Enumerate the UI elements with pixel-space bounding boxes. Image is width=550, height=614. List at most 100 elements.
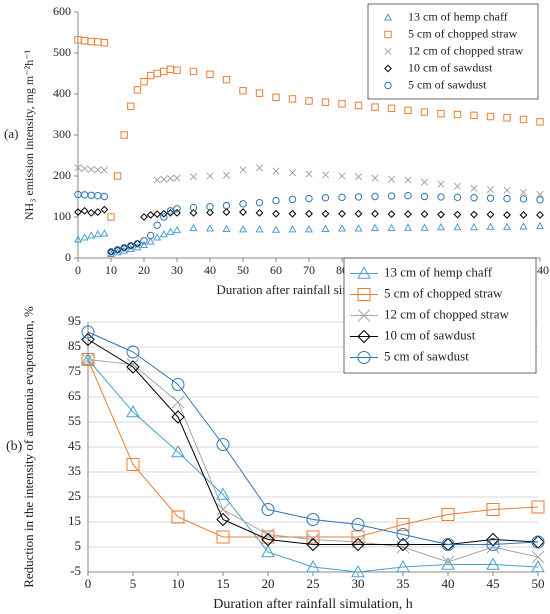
marker [272,196,280,205]
x-tick-label: 70 [303,263,315,277]
marker [93,229,102,238]
marker [173,205,181,213]
marker [370,223,380,232]
x-tick-label: 60 [270,263,282,277]
marker [255,198,264,207]
marker [371,174,379,182]
marker [100,229,109,237]
marker [189,203,198,212]
marker [120,131,128,139]
x-tick-label: 35 [397,576,410,591]
marker [140,237,148,245]
marker [222,208,231,216]
marker [354,224,363,232]
marker [189,208,198,217]
marker [153,221,161,229]
marker [173,66,181,74]
marker [503,186,511,194]
marker [486,210,495,219]
marker [255,164,264,172]
marker [306,530,320,544]
legend-label: 13 cm of hemp chaff [384,264,493,279]
marker [159,209,168,218]
marker [519,188,528,196]
panel-label: (a) [4,126,18,141]
marker [126,360,140,374]
marker [387,175,396,183]
marker [153,69,161,78]
marker [153,210,162,219]
marker [288,225,297,233]
marker [173,208,181,217]
marker [306,533,320,546]
y-tick-label: 25 [68,488,81,503]
marker [216,487,230,500]
marker [420,210,429,219]
legend-label: 5 cm of sawdust [384,348,469,363]
marker [80,191,89,199]
marker [206,70,214,79]
marker [536,118,544,126]
x-tick-label: 50 [532,576,545,591]
marker [261,528,275,541]
marker [404,106,412,115]
marker [404,176,412,184]
marker [531,500,545,514]
marker [441,557,455,570]
marker [470,184,478,192]
marker [160,213,168,221]
marker [351,518,365,531]
marker [338,209,346,218]
marker [371,103,379,111]
marker [536,196,544,204]
marker [420,192,429,201]
x-tick-label: 0 [85,576,92,591]
marker [171,378,185,391]
x-tick-label: 40 [442,576,455,591]
marker [306,559,320,573]
marker [189,223,198,232]
marker [306,537,320,552]
marker [338,172,346,180]
marker [140,213,148,221]
marker [387,223,396,232]
marker [120,244,128,252]
marker [351,537,365,552]
marker [80,206,89,215]
marker [441,508,455,521]
y-tick-label: 35 [68,463,81,478]
marker [74,164,82,172]
marker [140,78,148,86]
marker [404,191,412,200]
x-tick-label: 30 [171,263,183,277]
marker [519,222,528,230]
y-tick-label: 65 [68,388,81,403]
marker [255,208,264,217]
y-tick-label: 75 [68,363,81,378]
marker [531,550,545,564]
marker [107,248,115,256]
marker [206,172,214,180]
marker [239,166,247,174]
marker [436,223,446,231]
marker [387,192,396,200]
marker [113,172,122,180]
marker [146,211,155,219]
marker [146,237,155,245]
marker [239,200,247,208]
marker [271,225,281,233]
x-tick-label: 15 [217,576,230,591]
marker [238,225,248,233]
x-tick-label: 25 [307,576,320,591]
marker [81,353,95,366]
series-line [87,359,539,573]
y-tick-label: 600 [53,4,71,18]
marker [127,102,135,110]
marker [305,194,313,203]
marker [384,64,392,73]
marker [486,503,500,516]
y-tick-label: 5 [75,538,82,553]
marker [357,351,371,364]
marker [126,345,140,359]
marker [371,209,379,218]
